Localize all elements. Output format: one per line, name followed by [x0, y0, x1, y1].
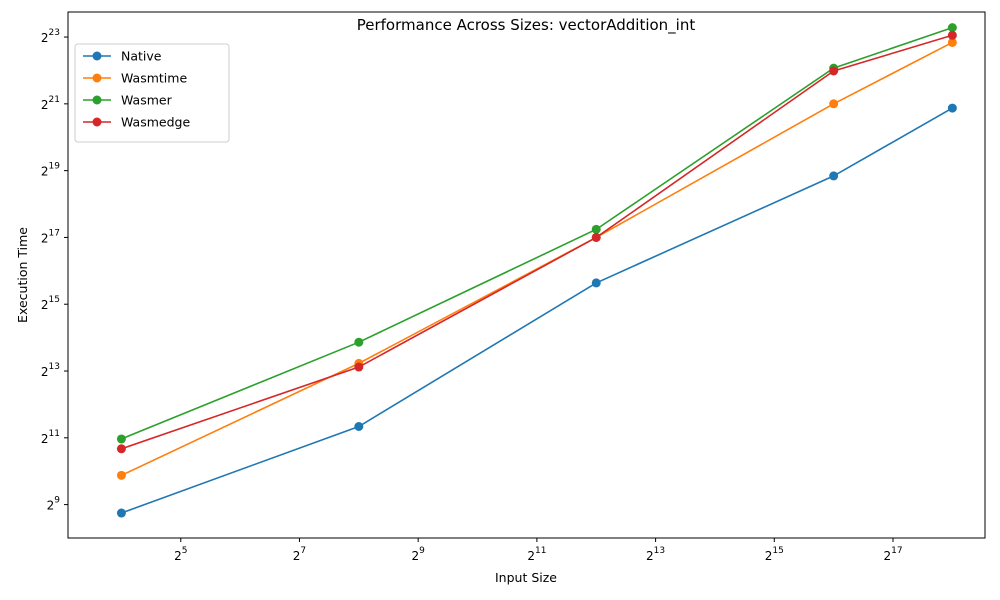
- chart-title: Performance Across Sizes: vectorAddition…: [357, 16, 696, 35]
- x-tick-label: 215: [765, 546, 784, 563]
- data-point-wasmer: [947, 23, 957, 33]
- data-point-wasmer: [591, 224, 601, 234]
- legend-item-wasmer: Wasmer: [83, 93, 173, 108]
- data-point-wasmtime: [116, 470, 126, 480]
- data-point-native: [116, 508, 126, 518]
- x-tick-label: 211: [527, 546, 546, 563]
- y-tick-label: 215: [41, 295, 60, 312]
- legend-item-wasmtime: Wasmtime: [83, 71, 187, 86]
- legend-label: Wasmedge: [121, 115, 190, 130]
- series-wasmedge: [116, 30, 957, 454]
- legend-label: Wasmer: [121, 93, 173, 108]
- legend: Native Wasmtime Wasmer Wasmedge: [74, 43, 230, 143]
- legend-label: Wasmtime: [121, 71, 187, 86]
- plot-frame: [67, 11, 986, 539]
- x-tick-label: 25: [174, 546, 187, 563]
- data-point-wasmer: [116, 434, 126, 444]
- data-point-native: [829, 171, 839, 181]
- series-layer: [116, 23, 957, 518]
- legend-marker: [92, 73, 102, 83]
- data-point-wasmedge: [591, 232, 601, 242]
- series-native: [116, 103, 957, 518]
- x-tick-label: 217: [883, 546, 902, 563]
- x-tick-label: 29: [411, 546, 425, 563]
- y-tick-label: 217: [41, 228, 60, 245]
- data-point-wasmer: [354, 337, 364, 347]
- y-tick-label: 223: [41, 28, 60, 45]
- x-axis-label: Input Size: [495, 570, 557, 585]
- x-axis-ticks: 25 27 29 211 213 215 217: [174, 538, 903, 563]
- legend-marker: [92, 51, 102, 61]
- y-tick-label: 213: [41, 362, 60, 379]
- data-point-wasmedge: [354, 362, 364, 372]
- data-point-native: [354, 422, 364, 431]
- data-point-wasmedge: [829, 66, 839, 76]
- x-tick-label: 213: [646, 546, 665, 563]
- data-point-native: [591, 278, 601, 288]
- data-point-wasmedge: [116, 444, 126, 454]
- x-tick-label: 27: [293, 546, 306, 563]
- y-tick-label: 221: [41, 95, 60, 112]
- legend-marker: [92, 95, 102, 105]
- legend-box: [74, 43, 230, 143]
- y-axis-ticks: 29 211 213 215 217 219 221 223: [41, 28, 68, 513]
- y-tick-label: 219: [41, 162, 60, 179]
- y-tick-label: 211: [41, 429, 60, 446]
- y-axis-label: Execution Time: [15, 227, 30, 323]
- legend-label: Native: [121, 49, 162, 64]
- data-point-wasmedge: [947, 30, 957, 40]
- data-point-wasmtime: [829, 99, 839, 109]
- data-point-wasmtime: [947, 37, 957, 47]
- y-tick-label: 29: [47, 496, 61, 513]
- legend-item-native: Native: [83, 49, 162, 64]
- data-point-native: [947, 103, 957, 113]
- legend-item-wasmedge: Wasmedge: [83, 115, 190, 130]
- legend-marker: [92, 117, 102, 127]
